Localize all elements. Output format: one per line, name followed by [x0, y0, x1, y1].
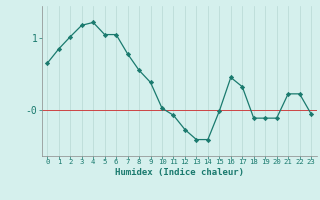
X-axis label: Humidex (Indice chaleur): Humidex (Indice chaleur) [115, 168, 244, 177]
